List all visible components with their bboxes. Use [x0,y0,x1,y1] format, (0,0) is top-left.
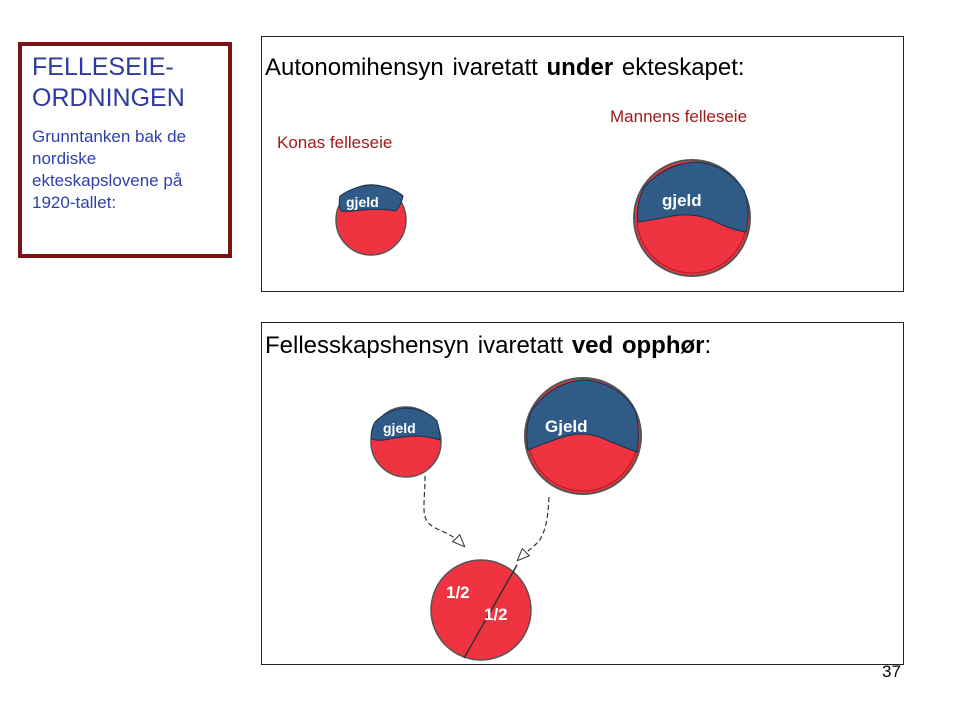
heading-text-end: ekteskapet: [613,54,745,81]
division-line [463,564,518,659]
debt-segment [338,184,404,212]
husband-property-circle-end: Gjeld [524,377,642,495]
half-left-label: 1/2 [446,583,470,602]
heading-text: Fellesskapshensyn ivaretatt [265,332,572,359]
title-line-1: FELLESEIE- [32,53,174,81]
heading-bold-text: under [546,54,614,81]
debt-label-husband: gjeld [662,191,702,210]
title-box: FELLESEIE- ORDNINGEN Grunntanken bak de … [18,42,232,258]
heading-text: Autonomihensyn ivaretatt [265,54,547,81]
husband-property-circle: gjeld [633,159,751,277]
debt-segment [637,161,749,233]
half-right-label: 1/2 [484,605,508,624]
panel-community-heading: Fellesskapshensyn ivaretatt ved opphør: [265,332,711,360]
debt-segment [370,407,441,441]
debt-label-large: Gjeld [545,417,588,436]
arrow-from-small [423,475,464,546]
wife-property-circle: gjeld [335,184,407,256]
label-wife-property: Konas felleseie [277,133,393,152]
title-line-2: ORDNINGEN [32,84,185,112]
label-husband-property: Mannens felleseie [610,107,748,126]
title-subtitle: Grunntanken bak de nordiske ekteskapslov… [32,127,187,212]
page-number: 37 [882,662,901,681]
heading-bold-text: ved opphør [571,332,705,359]
wife-property-circle-end: gjeld [370,406,442,478]
debt-segment [526,379,639,453]
arrow-from-large [518,496,550,560]
heading-text-end: : [704,332,712,359]
debt-label-wife: gjeld [346,194,379,210]
combined-property-circle: 1/2 1/2 [430,559,532,661]
panel-autonomy-heading: Autonomihensyn ivaretatt under ekteskape… [265,54,745,82]
debt-label-small: gjeld [383,420,416,436]
asset-disc [430,559,532,661]
